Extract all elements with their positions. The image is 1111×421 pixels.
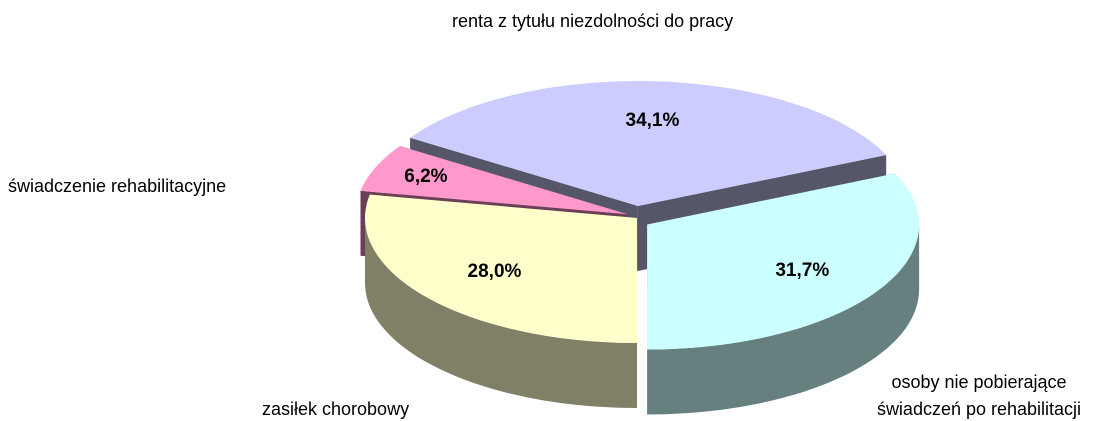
data-label: 6,2% bbox=[404, 165, 448, 187]
slice bbox=[647, 173, 920, 350]
slice-side bbox=[365, 218, 637, 408]
slice-side bbox=[647, 224, 920, 415]
slice bbox=[410, 81, 887, 206]
data-label: 28,0% bbox=[467, 261, 522, 283]
slice bbox=[360, 146, 628, 215]
category-label: zasiłek chorobowy bbox=[262, 399, 410, 419]
category-label: świadczenie rehabilitacyjne bbox=[8, 176, 227, 196]
data-label: 31,7% bbox=[775, 259, 830, 281]
data-label: 34,1% bbox=[625, 110, 680, 132]
category-label: renta z tytułu niezdolności do pracy bbox=[452, 11, 734, 31]
category-label: osoby nie pobierające świadczeń po rehab… bbox=[876, 372, 1082, 419]
slice bbox=[365, 194, 637, 343]
